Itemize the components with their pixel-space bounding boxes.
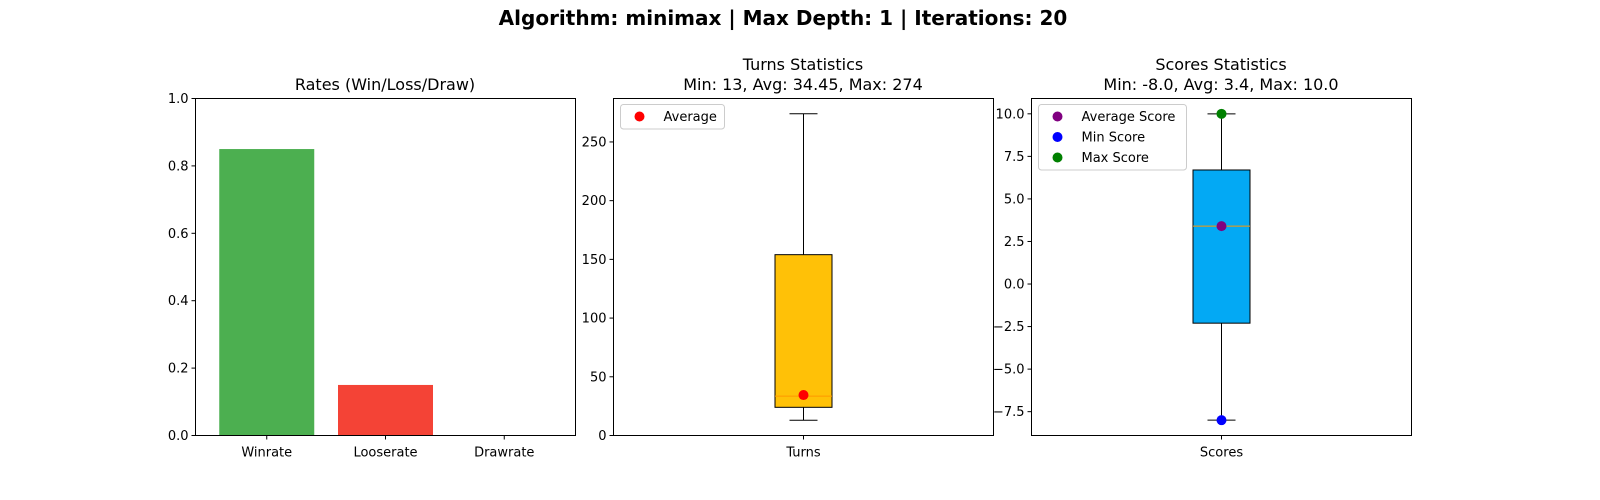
y-tick-label: 200 [582,194,607,209]
x-tick-label: Turns [785,446,821,461]
legend-box [620,104,725,130]
x-tick-label: Looserate [353,446,417,461]
max-score-marker [1216,108,1227,119]
legend-max-score-swatch [1052,152,1063,163]
y-tick-label: 0.8 [168,159,189,174]
y-tick-label: 150 [582,253,607,268]
legend-label: Average [664,110,717,125]
x-tick-label: Winrate [241,446,292,461]
scores-box-chart: Scores Statistics Min: -8.0, Avg: 3.4, M… [993,55,1412,461]
turns-box-plot [774,113,833,421]
bar-winrate [219,149,315,436]
turns-y-ticks: 0 50 100 150 200 250 [582,135,614,444]
legend-average-swatch [634,111,645,122]
bar-looserate [338,384,433,436]
min-score-marker [1216,415,1227,426]
box-iqr [774,254,833,408]
turns-legend: Average [620,104,725,130]
y-tick-label: 0.0 [168,429,189,444]
turns-box-chart: Turns Statistics Min: 13, Avg: 34.45, Ma… [582,55,994,461]
rates-y-ticks: 0.0 0.2 0.4 0.6 0.8 1.0 [168,92,196,444]
legend-label: Min Score [1082,131,1146,146]
turns-x-ticks: Turns [785,435,821,461]
y-tick-label: 100 [582,312,607,327]
rates-chart-title: Rates (Win/Loss/Draw) [295,75,475,94]
scores-chart-subtitle: Min: -8.0, Avg: 3.4, Max: 10.0 [1103,75,1338,94]
turns-axes-frame [613,98,994,436]
scores-axes-frame [1031,98,1412,436]
scores-y-ticks: −7.5 −5.0 −2.5 0.0 2.5 5.0 7.5 10.0 [993,107,1032,420]
turns-chart-subtitle: Min: 13, Avg: 34.45, Max: 274 [683,75,923,94]
y-tick-label: 0.4 [168,294,189,309]
box-iqr [1192,169,1251,324]
average-score-marker [1216,221,1227,232]
y-tick-label: 0.0 [1004,278,1025,293]
y-tick-label: 0.6 [168,227,189,242]
y-tick-label: 50 [590,370,607,385]
y-tick-label: 250 [582,135,607,150]
legend-average-score-swatch [1052,111,1063,122]
turns-chart-title: Turns Statistics [742,55,863,74]
y-tick-label: 5.0 [1004,192,1025,207]
y-tick-label: 0 [598,429,606,444]
figure-suptitle: Algorithm: minimax | Max Depth: 1 | Iter… [499,6,1068,30]
scores-chart-title: Scores Statistics [1155,55,1286,74]
y-tick-label: −2.5 [993,320,1025,335]
y-tick-label: 2.5 [1004,235,1025,250]
rates-axes-frame [195,98,576,436]
legend-box [1038,104,1187,171]
y-tick-label: 1.0 [168,92,189,107]
scores-box-plot [1192,108,1251,426]
y-tick-label: −7.5 [993,405,1025,420]
rates-x-ticks: Winrate Looserate Drawrate [241,435,534,461]
x-tick-label: Drawrate [474,446,534,461]
average-marker [798,390,809,401]
y-tick-label: 10.0 [996,107,1025,122]
y-tick-label: 0.2 [168,362,189,377]
scores-x-ticks: Scores [1200,435,1243,461]
y-tick-label: 7.5 [1004,150,1025,165]
scores-legend: Average Score Min Score Max Score [1038,104,1187,171]
x-tick-label: Scores [1200,446,1243,461]
rates-bar-chart: Rates (Win/Loss/Draw) 0.0 0.2 0.4 0.6 0.8 1.0… [168,75,576,461]
legend-label: Average Score [1082,110,1176,125]
legend-label: Max Score [1082,151,1149,166]
legend-min-score-swatch [1052,132,1063,142]
rates-bars [219,149,433,436]
y-tick-label: −5.0 [993,363,1025,378]
